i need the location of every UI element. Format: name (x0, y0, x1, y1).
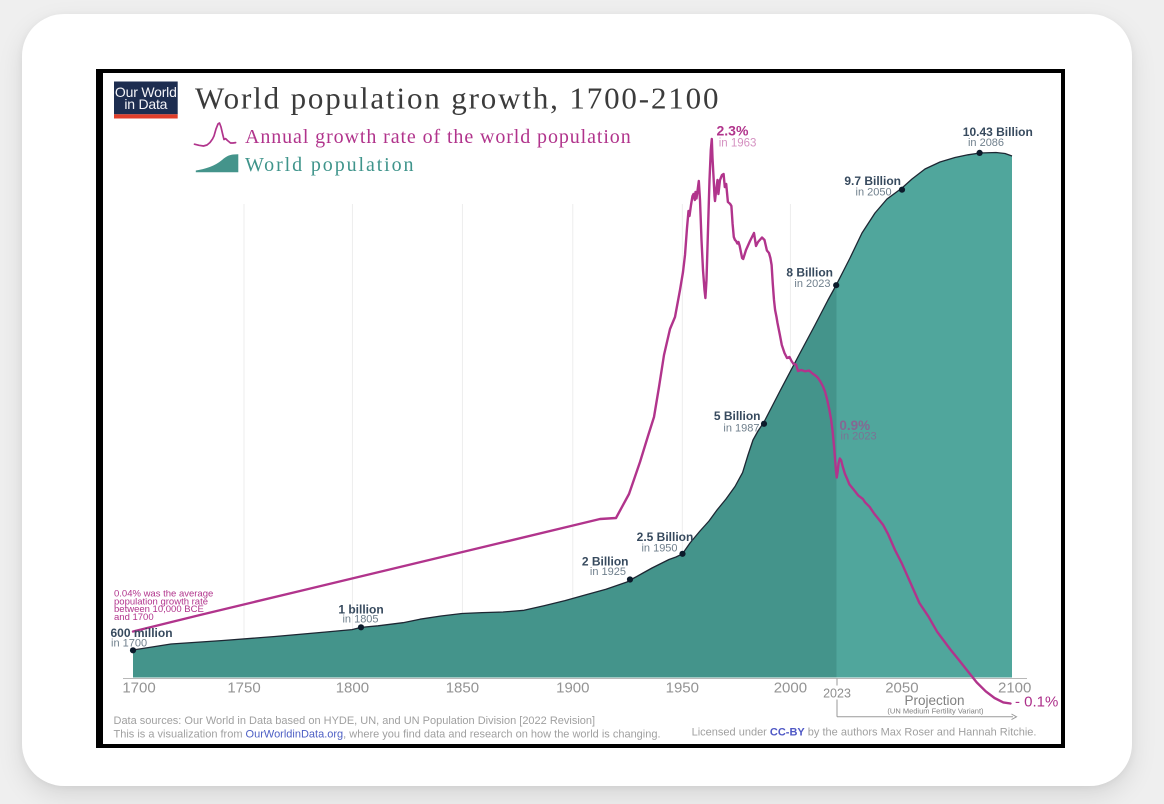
svg-text:in 1987: in 1987 (723, 422, 759, 434)
svg-text:in 1925: in 1925 (590, 566, 626, 578)
svg-text:1900: 1900 (556, 679, 589, 696)
svg-text:in 2086: in 2086 (968, 137, 1004, 149)
svg-text:in 1805: in 1805 (342, 614, 378, 626)
svg-text:9.7 Billion: 9.7 Billion (844, 174, 901, 188)
svg-text:population growth rate: population growth rate (114, 596, 208, 607)
svg-text:and 1700: and 1700 (114, 612, 154, 623)
svg-text:1800: 1800 (336, 679, 369, 696)
svg-text:World population: World population (245, 154, 415, 176)
svg-text:2100: 2100 (998, 679, 1031, 696)
svg-text:in 2023: in 2023 (841, 430, 877, 442)
svg-text:2 Billion: 2 Billion (582, 554, 629, 568)
svg-text:World population growth, 1700-: World population growth, 1700-2100 (195, 81, 720, 116)
svg-text:1750: 1750 (227, 679, 260, 696)
svg-text:in 1950: in 1950 (641, 542, 677, 554)
svg-text:1950: 1950 (666, 679, 699, 696)
svg-text:in 1963: in 1963 (719, 137, 757, 149)
svg-text:0.04% was the average: 0.04% was the average (114, 589, 213, 600)
svg-text:10.43 Billion: 10.43 Billion (963, 125, 1033, 139)
svg-text:in 1700: in 1700 (111, 637, 147, 649)
svg-text:in 2023: in 2023 (794, 278, 830, 290)
svg-text:2000: 2000 (774, 679, 807, 696)
svg-text:1850: 1850 (446, 679, 479, 696)
svg-text:between 10,000 BCE: between 10,000 BCE (114, 604, 204, 615)
svg-text:5 Billion: 5 Billion (714, 409, 761, 423)
svg-text:This is a visualization from O: This is a visualization from OurWorldinD… (114, 728, 661, 740)
svg-text:Annual growth rate of the worl: Annual growth rate of the world populati… (245, 126, 632, 148)
svg-text:- 0.1%: - 0.1% (1015, 694, 1058, 711)
svg-text:2023: 2023 (823, 687, 851, 701)
svg-text:600 million: 600 million (111, 626, 173, 640)
svg-text:1700: 1700 (122, 679, 155, 696)
svg-text:Data sources: Our World in Dat: Data sources: Our World in Data based on… (114, 715, 596, 727)
svg-text:in Data: in Data (124, 96, 167, 112)
svg-text:0.9%: 0.9% (839, 418, 870, 433)
svg-text:8 Billion: 8 Billion (786, 265, 833, 279)
svg-text:Projection: Projection (904, 693, 964, 708)
svg-text:1 billion: 1 billion (338, 602, 383, 616)
svg-text:2.5 Billion: 2.5 Billion (637, 530, 694, 544)
svg-text:in 2050: in 2050 (856, 187, 892, 199)
svg-text:Licensed under CC-BY by the au: Licensed under CC-BY by the authors Max … (692, 726, 1037, 738)
svg-text:Our World: Our World (115, 84, 177, 100)
svg-text:2.3%: 2.3% (717, 122, 749, 138)
svg-text:2050: 2050 (885, 679, 918, 696)
svg-text:(UN Medium Fertility Variant): (UN Medium Fertility Variant) (887, 706, 984, 715)
